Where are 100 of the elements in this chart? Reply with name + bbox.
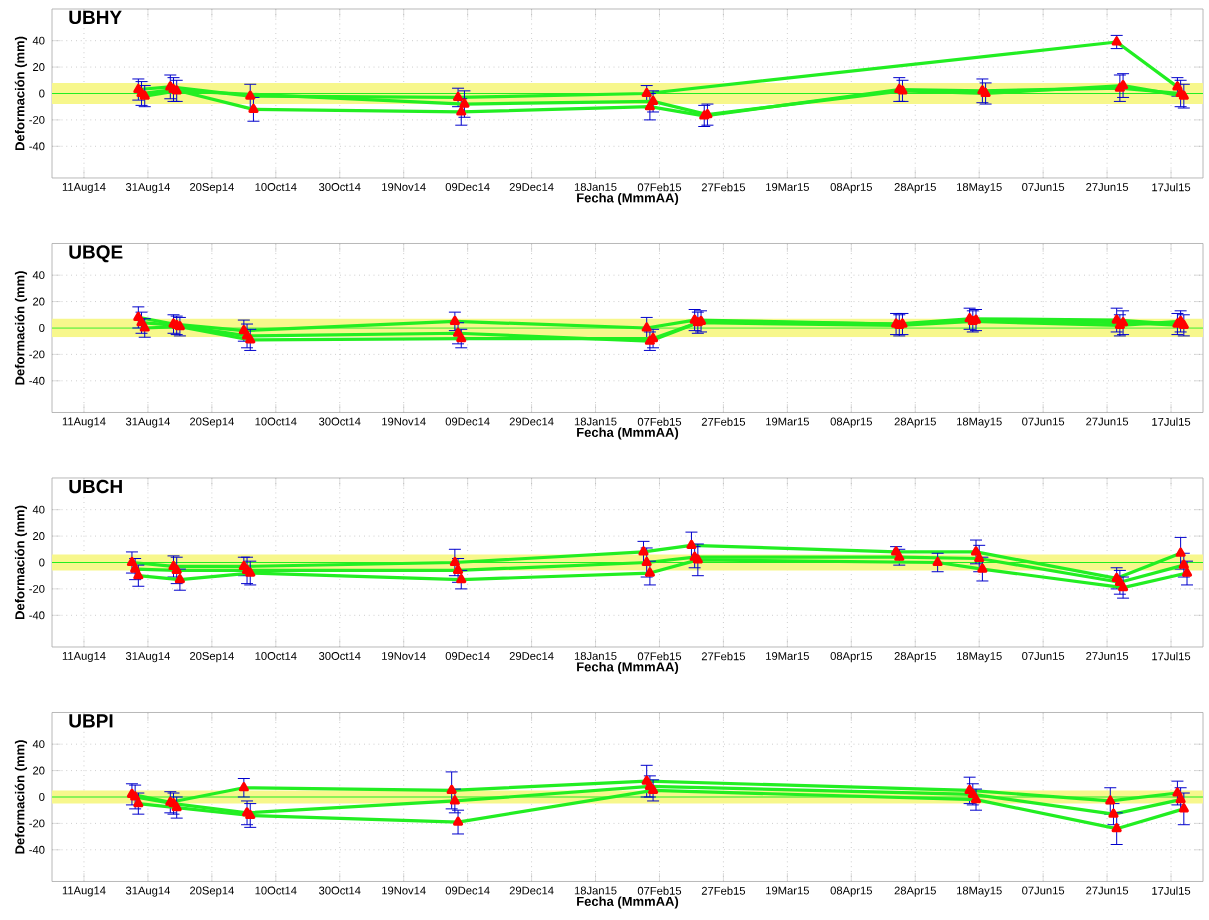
x-tick-label: 31Aug14 (125, 183, 171, 194)
x-tick-label: 11Aug14 (62, 417, 106, 428)
x-tick-label: 09Dec14 (445, 652, 490, 660)
x-tick-label: 09Dec14 (445, 183, 490, 191)
x-tick-label: 31Aug14 (125, 652, 171, 663)
x-tick-label: 29Dec14 (509, 886, 554, 895)
x-tick-label: 18Jan15 (574, 652, 617, 660)
y-tick-label: -20 (29, 115, 45, 124)
x-tick-label: 27Jun15 (1086, 417, 1129, 426)
x-tick-label: 08Apr15 (830, 417, 873, 428)
x-tick-label: 07Feb15 (637, 652, 682, 661)
x-tick-label: 07Jun15 (1022, 652, 1065, 660)
x-tick-label: 19Nov14 (382, 183, 426, 191)
x-tick-label: 18May15 (957, 886, 1002, 897)
x-tick-label: 27Jun15 (1086, 652, 1129, 660)
y-axis-title: Deformación (mm) (14, 36, 28, 151)
x-tick-label: 20Sep14 (190, 183, 234, 194)
y-tick-label: 20 (33, 63, 45, 72)
x-tick-label: 19Mar15 (766, 886, 809, 895)
x-tick-label: 08Apr15 (830, 183, 873, 194)
x-tick-label: 18May15 (957, 417, 1002, 428)
x-tick-label: 29Dec14 (509, 652, 554, 660)
y-tick-label: 40 (32, 271, 45, 280)
x-tick-label: 18Jan15 (574, 417, 617, 426)
x-tick-label: 27Feb15 (701, 417, 746, 426)
y-tick-label: 0 (39, 793, 45, 801)
x-tick-label: 19Nov14 (382, 652, 426, 660)
x-tick-label: 18Jan15 (574, 183, 617, 191)
y-tick-label: -20 (29, 350, 45, 359)
chart-title: UBPI (69, 714, 113, 728)
x-tick-label: 19Mar15 (766, 417, 809, 426)
y-tick-label: 40 (32, 505, 45, 514)
x-tick-label: 28Apr15 (894, 417, 936, 428)
x-tick-label: 11Aug14 (62, 652, 106, 663)
x-axis-title: Fecha (MmmAA) (577, 427, 679, 440)
x-tick-label: 09Dec14 (445, 886, 490, 895)
x-tick-label: 31Aug14 (125, 886, 171, 897)
x-tick-label: 29Dec14 (509, 417, 554, 426)
x-tick-label: 18May15 (957, 652, 1002, 663)
x-axis-title: Fecha (MmmAA) (577, 192, 679, 206)
x-tick-label: 28Apr15 (894, 183, 936, 194)
x-tick-label: 18Jan15 (574, 886, 617, 895)
y-axis-title: Deformación (mm) (14, 271, 28, 385)
x-tick-label: 08Apr15 (830, 652, 873, 663)
y-tick-label: -20 (29, 819, 45, 828)
y-tick-label: 20 (33, 297, 45, 306)
x-tick-label: 07Jun15 (1022, 417, 1065, 426)
x-tick-label: 17Jul15 (1152, 652, 1191, 661)
x-tick-label: 11Aug14 (62, 886, 106, 897)
x-axis-title: Fecha (MmmAA) (577, 661, 679, 675)
y-tick-label: -40 (29, 142, 45, 151)
y-tick-label: 0 (39, 324, 45, 332)
x-tick-label: 27Jun15 (1086, 886, 1129, 895)
x-tick-label: 31Aug14 (125, 417, 171, 428)
y-tick-label: 20 (33, 532, 45, 541)
x-tick-label: 17Jul15 (1152, 417, 1191, 426)
x-tick-label: 29Dec14 (509, 183, 554, 191)
y-tick-label: 0 (39, 89, 45, 98)
x-tick-label: 17Jul15 (1152, 886, 1191, 895)
y-tick-label: -40 (29, 376, 45, 385)
x-tick-label: 11Aug14 (62, 183, 106, 194)
y-tick-label: -20 (29, 584, 45, 593)
x-tick-label: 27Feb15 (701, 652, 746, 661)
y-tick-label: 40 (32, 36, 45, 45)
x-tick-label: 19Mar15 (766, 183, 809, 191)
x-tick-label: 27Jun15 (1086, 183, 1129, 191)
x-tick-label: 07Feb15 (637, 886, 682, 895)
x-tick-label: 08Apr15 (830, 886, 873, 897)
x-tick-label: 19Mar15 (766, 652, 809, 660)
chart-title: UBHY (69, 10, 122, 25)
y-tick-label: -40 (29, 845, 45, 854)
y-axis-title: Deformación (mm) (14, 505, 28, 620)
x-tick-label: 10Oct14 (255, 652, 297, 660)
x-tick-label: 30Oct14 (319, 417, 361, 426)
x-tick-label: 30Oct14 (319, 886, 361, 895)
chart-title: UBQE (69, 245, 123, 263)
x-tick-label: 07Feb15 (637, 417, 682, 426)
x-tick-label: 30Oct14 (319, 183, 361, 191)
x-tick-label: 20Sep14 (190, 652, 234, 663)
x-tick-label: 19Nov14 (382, 417, 426, 426)
chart-title: UBCH (69, 479, 122, 494)
x-tick-label: 27Feb15 (701, 886, 746, 895)
y-axis-title: Deformación (mm) (14, 740, 28, 854)
x-tick-label: 07Jun15 (1022, 886, 1065, 895)
x-tick-label: 10Oct14 (255, 886, 297, 895)
x-tick-label: 27Feb15 (701, 183, 746, 192)
x-tick-label: 10Oct14 (255, 417, 297, 426)
y-tick-label: 0 (39, 558, 45, 567)
x-tick-label: 30Oct14 (319, 652, 361, 660)
x-tick-label: 07Feb15 (637, 183, 682, 192)
x-tick-label: 18May15 (957, 183, 1002, 194)
y-tick-label: 40 (32, 740, 45, 749)
x-tick-label: 07Jun15 (1022, 183, 1065, 191)
x-tick-label: 28Apr15 (894, 886, 936, 897)
x-tick-label: 19Nov14 (382, 886, 426, 895)
x-tick-label: 28Apr15 (894, 652, 936, 663)
x-tick-label: 10Oct14 (255, 183, 297, 191)
y-tick-label: 20 (33, 766, 45, 775)
x-tick-label: 17Jul15 (1152, 183, 1191, 192)
x-tick-label: 09Dec14 (445, 417, 490, 426)
